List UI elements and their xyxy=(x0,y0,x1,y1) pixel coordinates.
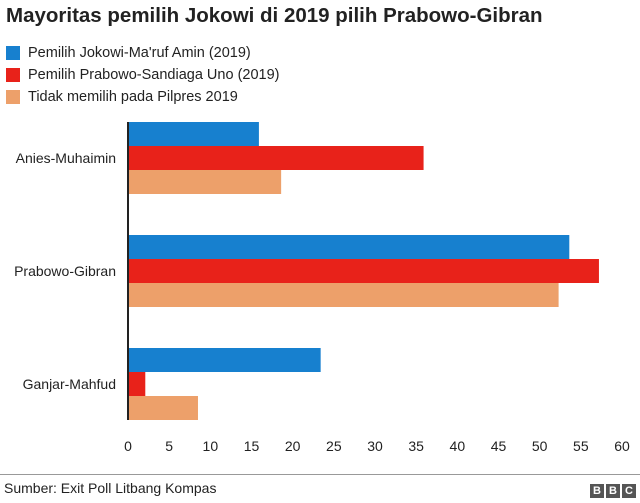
category-label: Ganjar-Mahfud xyxy=(23,376,116,392)
legend-swatch-tidak-memilih xyxy=(6,90,20,104)
legend-swatch-jokowi xyxy=(6,46,20,60)
x-tick-label: 30 xyxy=(367,438,383,454)
bar-prabowo-gibran-series-0 xyxy=(128,235,570,259)
x-tick-label: 55 xyxy=(573,438,589,454)
legend-item-jokowi: Pemilih Jokowi-Ma'ruf Amin (2019) xyxy=(6,42,279,64)
x-tick-label: 0 xyxy=(124,438,132,454)
x-tick-label: 40 xyxy=(450,438,466,454)
x-tick-label: 45 xyxy=(491,438,507,454)
category-label: Anies-Muhaimin xyxy=(16,150,116,166)
bbc-logo-letter: C xyxy=(622,484,636,498)
x-tick-label: 35 xyxy=(408,438,424,454)
bar-anies-muhaimin-series-2 xyxy=(128,170,282,194)
legend-item-tidak-memilih: Tidak memilih pada Pilpres 2019 xyxy=(6,86,279,108)
bar-ganjar-mahfud-series-1 xyxy=(128,372,146,396)
chart-title: Mayoritas pemilih Jokowi di 2019 pilih P… xyxy=(6,4,543,27)
x-tick-label: 25 xyxy=(326,438,342,454)
category-label: Prabowo-Gibran xyxy=(14,263,116,279)
bar-anies-muhaimin-series-1 xyxy=(128,146,424,170)
bar-prabowo-gibran-series-2 xyxy=(128,283,559,307)
bbc-logo: B B C xyxy=(590,484,636,498)
x-tick-label: 5 xyxy=(165,438,173,454)
bar-ganjar-mahfud-series-0 xyxy=(128,348,321,372)
source-note: Sumber: Exit Poll Litbang Kompas xyxy=(4,480,217,496)
x-tick-label: 50 xyxy=(532,438,548,454)
legend-item-prabowo-sandiaga: Pemilih Prabowo-Sandiaga Uno (2019) xyxy=(6,64,279,86)
x-tick-label: 60 xyxy=(614,438,630,454)
bar-chart: Anies-Muhaimin Prabowo-Gibran Ganjar-Mahfu… xyxy=(14,122,630,454)
legend-label-tidak-memilih: Tidak memilih pada Pilpres 2019 xyxy=(28,89,238,105)
bbc-logo-letter: B xyxy=(606,484,620,498)
legend-label-jokowi: Pemilih Jokowi-Ma'ruf Amin (2019) xyxy=(28,45,251,61)
bbc-logo-letter: B xyxy=(590,484,604,498)
x-tick-label: 15 xyxy=(244,438,260,454)
legend-swatch-prabowo-sandiaga xyxy=(6,68,20,82)
bar-prabowo-gibran-series-1 xyxy=(128,259,599,283)
bar-anies-muhaimin-series-0 xyxy=(128,122,259,146)
x-tick-label: 20 xyxy=(285,438,301,454)
x-tick-label: 10 xyxy=(203,438,219,454)
legend-label-prabowo-sandiaga: Pemilih Prabowo-Sandiaga Uno (2019) xyxy=(28,67,280,83)
footer-divider xyxy=(0,474,640,475)
chart-legend: Pemilih Jokowi-Ma'ruf Amin (2019) Pemili… xyxy=(6,42,279,108)
bar-ganjar-mahfud-series-2 xyxy=(128,396,198,420)
